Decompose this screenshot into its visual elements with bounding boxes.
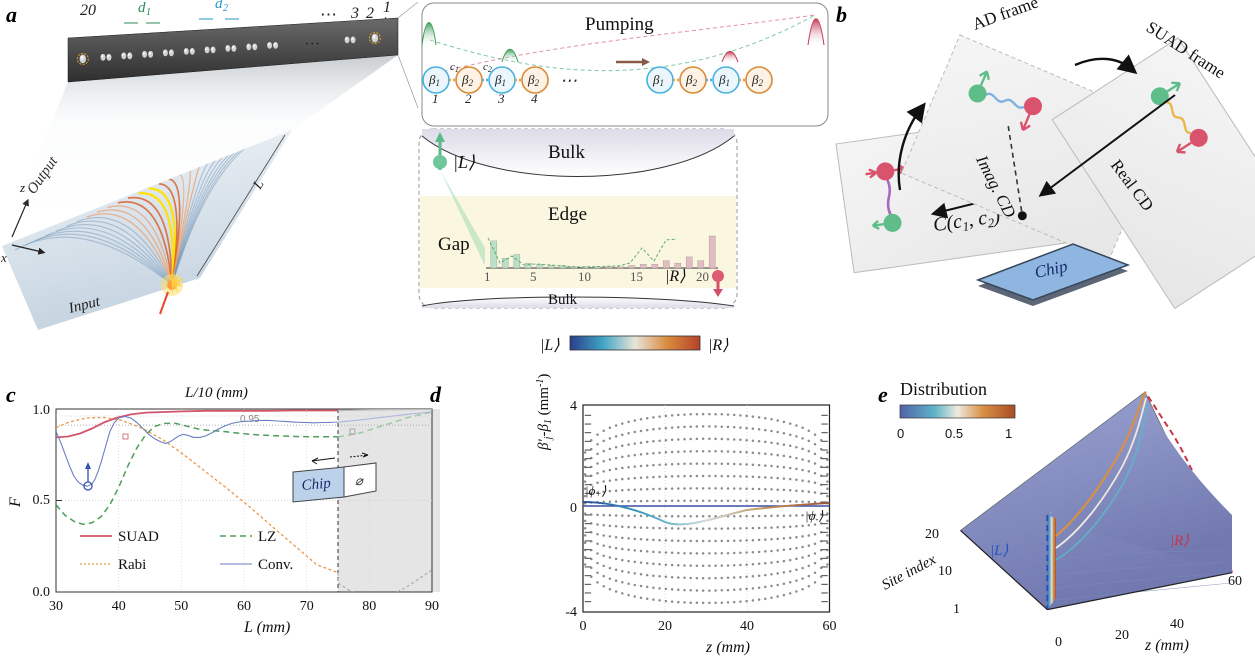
svg-text:10: 10 [578,269,591,284]
svg-text:⌀: ⌀ [355,473,364,488]
svg-text:x: x [0,250,7,265]
svg-text:…: … [304,32,320,49]
svg-text:1: 1 [146,7,151,18]
svg-text:Bulk: Bulk [548,142,585,163]
svg-text:Rabi: Rabi [118,557,146,573]
svg-text:d: d [138,0,146,16]
svg-text:Distribution: Distribution [900,379,987,399]
svg-text:4: 4 [570,399,577,414]
svg-text:Gap: Gap [438,234,470,255]
svg-text:⋯: ⋯ [320,5,337,24]
svg-text:-4: -4 [565,605,577,620]
svg-text:4: 4 [531,91,538,106]
svg-text:z (mm): z (mm) [705,639,750,656]
svg-text:20: 20 [696,269,709,284]
svg-text:20: 20 [1115,628,1129,643]
svg-text:5: 5 [530,269,537,284]
svg-text:60: 60 [1228,574,1242,589]
svg-text:|R⟩: |R⟩ [708,337,729,354]
svg-text:90: 90 [425,599,439,614]
svg-text:40: 40 [1170,617,1184,632]
svg-text:40: 40 [740,619,754,634]
svg-text:Pumping: Pumping [585,14,654,35]
svg-text:|L⟩: |L⟩ [990,543,1008,559]
svg-text:|L⟩: |L⟩ [453,152,475,172]
svg-text:F: F [7,497,24,508]
svg-text:1: 1 [432,91,439,106]
svg-text:60: 60 [237,599,251,614]
svg-text:3: 3 [497,91,505,106]
svg-text:Site index: Site index [879,552,939,594]
svg-text:L/10 (mm): L/10 (mm) [184,385,248,401]
svg-text:AD frame: AD frame [970,0,1041,34]
svg-text:0.0: 0.0 [33,585,51,600]
svg-text:L (mm): L (mm) [243,619,290,636]
svg-text:0: 0 [570,501,577,516]
svg-text:1: 1 [383,0,391,16]
svg-text:50: 50 [174,599,188,614]
svg-text:80: 80 [362,599,376,614]
svg-text:2: 2 [465,91,472,106]
svg-text:⋯: ⋯ [560,71,577,90]
svg-text:Edge: Edge [548,204,587,225]
svg-text:Chip: Chip [301,475,332,494]
svg-text:20: 20 [658,619,672,634]
svg-text:0.5: 0.5 [33,493,51,508]
svg-text:|R⟩: |R⟩ [665,268,686,285]
svg-text:|ϕ-⟩: |ϕ-⟩ [805,508,823,524]
svg-text:1: 1 [953,602,960,617]
svg-text:0.95: 0.95 [240,414,260,425]
svg-text:β'j-β1 (mm-1): β'j-β1 (mm-1) [535,374,554,451]
svg-text:20: 20 [925,527,939,542]
svg-text:Bulk: Bulk [548,292,578,308]
svg-text:LZ: LZ [258,529,276,545]
svg-text:60: 60 [823,619,837,634]
svg-text:1: 1 [1005,426,1012,441]
svg-text:15: 15 [630,269,643,284]
svg-text:SUAD: SUAD [118,529,159,545]
svg-text:0: 0 [580,619,587,634]
svg-text:2: 2 [223,3,228,14]
svg-text:10: 10 [938,564,952,579]
svg-text:|ϕ+⟩: |ϕ+⟩ [585,483,606,499]
svg-text:0: 0 [1055,635,1062,650]
svg-text:z (mm): z (mm) [1144,637,1189,654]
svg-text:70: 70 [300,599,314,614]
svg-text:30: 30 [49,599,63,614]
svg-text:Conv.: Conv. [258,557,293,573]
svg-text:0.5: 0.5 [945,426,963,441]
svg-text:0: 0 [897,426,904,441]
svg-text:1: 1 [484,269,491,284]
svg-text:40: 40 [112,599,126,614]
svg-text:1.0: 1.0 [33,403,51,418]
svg-text:d: d [215,0,223,12]
svg-text:3: 3 [350,5,359,22]
svg-text:|L⟩: |L⟩ [540,337,560,354]
svg-text:20: 20 [80,2,96,19]
svg-text:|R⟩: |R⟩ [1170,533,1189,549]
